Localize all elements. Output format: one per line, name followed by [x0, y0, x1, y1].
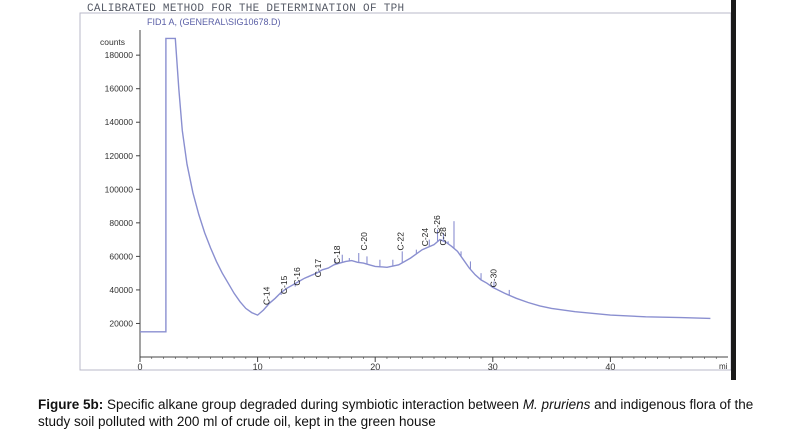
- signal-file-label: FID1 A, (GENERAL\SIG10678.D): [147, 17, 281, 27]
- x-tick-label: 0: [137, 362, 142, 372]
- peak-label: C-30: [488, 269, 498, 288]
- y-tick-label: 160000: [105, 84, 134, 94]
- report-title: CALIBRATED METHOD FOR THE DETERMINATION …: [87, 3, 405, 15]
- y-tick-label: 100000: [105, 184, 134, 194]
- x-tick-label: 30: [488, 362, 498, 372]
- y-axis-label: counts: [100, 37, 125, 47]
- figure-caption: Figure 5b: Specific alkane group degrade…: [38, 396, 778, 430]
- y-tick-label: 120000: [105, 151, 134, 161]
- peak-label: C-24: [420, 228, 430, 247]
- caption-label: Figure 5b:: [38, 397, 104, 412]
- x-axis-label: mi: [719, 362, 728, 371]
- caption-text-before: Specific alkane group degraded during sy…: [107, 397, 520, 412]
- caption-text-after: and indigenous flora of the study soil p…: [38, 397, 754, 429]
- y-tick-label: 60000: [109, 251, 133, 261]
- x-tick-label: 10: [253, 362, 263, 372]
- y-tick-label: 80000: [109, 218, 133, 228]
- peak-label: C-18: [332, 245, 342, 264]
- peak-label: C-22: [395, 232, 405, 251]
- peak-label: C-16: [292, 267, 302, 286]
- scan-edge-bar: [731, 0, 736, 380]
- x-tick-label: 40: [605, 362, 615, 372]
- peak-label: C-15: [279, 275, 289, 294]
- chromatogram-trace: [140, 37, 711, 333]
- caption-species: M. pruriens: [522, 397, 591, 412]
- peak-label: C-14: [261, 286, 271, 305]
- y-tick-label: 180000: [105, 50, 134, 60]
- peak-label: C-20: [359, 232, 369, 251]
- y-tick-label: 40000: [109, 285, 133, 295]
- peak-label: C-28: [438, 227, 448, 246]
- y-tick-label: 20000: [109, 318, 133, 328]
- y-tick-label: 140000: [105, 117, 134, 127]
- peak-label: C-17: [313, 259, 323, 278]
- peak-label: C-26: [432, 215, 442, 234]
- chromatogram-chart: counts 20000 40000 60000 80000 100000 120000 14…: [79, 12, 732, 372]
- x-tick-label: 20: [370, 362, 380, 372]
